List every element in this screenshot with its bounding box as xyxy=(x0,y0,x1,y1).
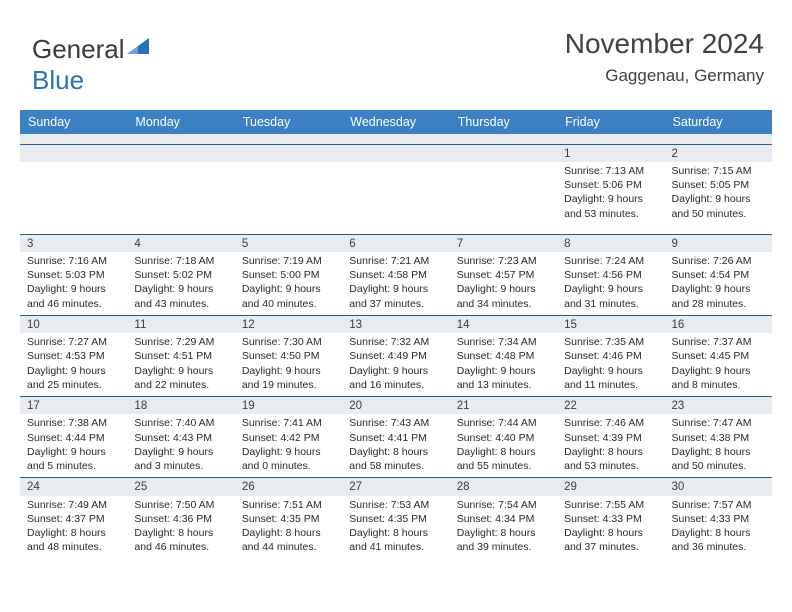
col-wednesday: Wednesday xyxy=(342,110,449,134)
day-number-cell: 13 xyxy=(342,315,449,333)
day-number-cell: 12 xyxy=(235,315,342,333)
day-detail-cell: Sunrise: 7:27 AMSunset: 4:53 PMDaylight:… xyxy=(20,333,127,396)
logo-triangle-icon xyxy=(127,30,149,61)
day-detail-cell xyxy=(450,162,557,234)
day-number-cell: 29 xyxy=(557,478,664,496)
day-number-cell: 28 xyxy=(450,478,557,496)
header-right: November 2024 Gaggenau, Germany xyxy=(565,28,764,86)
day-number-cell xyxy=(20,144,127,162)
day-number-cell: 10 xyxy=(20,315,127,333)
day-detail-cell: Sunrise: 7:34 AMSunset: 4:48 PMDaylight:… xyxy=(450,333,557,396)
day-number-row: 17181920212223 xyxy=(20,396,772,414)
day-detail-cell: Sunrise: 7:35 AMSunset: 4:46 PMDaylight:… xyxy=(557,333,664,396)
day-detail-cell: Sunrise: 7:13 AMSunset: 5:06 PMDaylight:… xyxy=(557,162,664,234)
day-detail-cell: Sunrise: 7:51 AMSunset: 4:35 PMDaylight:… xyxy=(235,496,342,559)
day-detail-cell: Sunrise: 7:53 AMSunset: 4:35 PMDaylight:… xyxy=(342,496,449,559)
day-number-row: 3456789 xyxy=(20,234,772,252)
day-detail-cell: Sunrise: 7:15 AMSunset: 5:05 PMDaylight:… xyxy=(665,162,772,234)
col-tuesday: Tuesday xyxy=(235,110,342,134)
calendar-table: Sunday Monday Tuesday Wednesday Thursday… xyxy=(20,110,772,558)
day-detail-cell: Sunrise: 7:40 AMSunset: 4:43 PMDaylight:… xyxy=(127,414,234,477)
day-detail-row: Sunrise: 7:38 AMSunset: 4:44 PMDaylight:… xyxy=(20,414,772,477)
day-detail-cell: Sunrise: 7:30 AMSunset: 4:50 PMDaylight:… xyxy=(235,333,342,396)
col-friday: Friday xyxy=(557,110,664,134)
day-number-cell: 2 xyxy=(665,144,772,162)
day-number-cell: 14 xyxy=(450,315,557,333)
day-number-cell: 25 xyxy=(127,478,234,496)
day-detail-cell: Sunrise: 7:54 AMSunset: 4:34 PMDaylight:… xyxy=(450,496,557,559)
day-number-cell: 1 xyxy=(557,144,664,162)
day-number-cell: 20 xyxy=(342,396,449,414)
day-detail-cell: Sunrise: 7:38 AMSunset: 4:44 PMDaylight:… xyxy=(20,414,127,477)
day-detail-cell: Sunrise: 7:29 AMSunset: 4:51 PMDaylight:… xyxy=(127,333,234,396)
day-number-cell: 19 xyxy=(235,396,342,414)
day-detail-cell xyxy=(342,162,449,234)
day-detail-cell: Sunrise: 7:55 AMSunset: 4:33 PMDaylight:… xyxy=(557,496,664,559)
day-number-cell: 6 xyxy=(342,234,449,252)
day-detail-cell xyxy=(235,162,342,234)
day-detail-cell: Sunrise: 7:16 AMSunset: 5:03 PMDaylight:… xyxy=(20,252,127,315)
page-title: November 2024 xyxy=(565,28,764,60)
day-number-cell: 18 xyxy=(127,396,234,414)
day-number-cell: 27 xyxy=(342,478,449,496)
day-number-cell: 26 xyxy=(235,478,342,496)
logo-text-part2: Blue xyxy=(32,65,84,95)
day-number-cell xyxy=(235,144,342,162)
day-detail-cell: Sunrise: 7:47 AMSunset: 4:38 PMDaylight:… xyxy=(665,414,772,477)
day-detail-cell: Sunrise: 7:50 AMSunset: 4:36 PMDaylight:… xyxy=(127,496,234,559)
day-detail-cell: Sunrise: 7:32 AMSunset: 4:49 PMDaylight:… xyxy=(342,333,449,396)
day-number-cell xyxy=(450,144,557,162)
day-detail-cell: Sunrise: 7:49 AMSunset: 4:37 PMDaylight:… xyxy=(20,496,127,559)
day-detail-cell: Sunrise: 7:23 AMSunset: 4:57 PMDaylight:… xyxy=(450,252,557,315)
day-number-cell: 11 xyxy=(127,315,234,333)
location-label: Gaggenau, Germany xyxy=(565,66,764,86)
day-detail-cell: Sunrise: 7:43 AMSunset: 4:41 PMDaylight:… xyxy=(342,414,449,477)
logo-text-part1: General xyxy=(32,34,125,64)
day-detail-cell: Sunrise: 7:41 AMSunset: 4:42 PMDaylight:… xyxy=(235,414,342,477)
day-number-cell: 17 xyxy=(20,396,127,414)
day-number-cell: 5 xyxy=(235,234,342,252)
day-detail-row: Sunrise: 7:16 AMSunset: 5:03 PMDaylight:… xyxy=(20,252,772,315)
day-number-cell: 15 xyxy=(557,315,664,333)
day-detail-cell: Sunrise: 7:18 AMSunset: 5:02 PMDaylight:… xyxy=(127,252,234,315)
col-saturday: Saturday xyxy=(665,110,772,134)
day-detail-row: Sunrise: 7:49 AMSunset: 4:37 PMDaylight:… xyxy=(20,496,772,559)
col-sunday: Sunday xyxy=(20,110,127,134)
day-number-cell: 16 xyxy=(665,315,772,333)
day-detail-cell: Sunrise: 7:26 AMSunset: 4:54 PMDaylight:… xyxy=(665,252,772,315)
day-number-row: 10111213141516 xyxy=(20,315,772,333)
day-number-cell: 3 xyxy=(20,234,127,252)
day-number-cell: 30 xyxy=(665,478,772,496)
day-detail-row: Sunrise: 7:13 AMSunset: 5:06 PMDaylight:… xyxy=(20,162,772,234)
day-detail-cell xyxy=(20,162,127,234)
day-detail-cell: Sunrise: 7:37 AMSunset: 4:45 PMDaylight:… xyxy=(665,333,772,396)
day-detail-cell: Sunrise: 7:44 AMSunset: 4:40 PMDaylight:… xyxy=(450,414,557,477)
col-thursday: Thursday xyxy=(450,110,557,134)
day-detail-cell: Sunrise: 7:46 AMSunset: 4:39 PMDaylight:… xyxy=(557,414,664,477)
day-detail-cell: Sunrise: 7:19 AMSunset: 5:00 PMDaylight:… xyxy=(235,252,342,315)
day-number-cell xyxy=(127,144,234,162)
day-detail-cell: Sunrise: 7:21 AMSunset: 4:58 PMDaylight:… xyxy=(342,252,449,315)
header-row: Sunday Monday Tuesday Wednesday Thursday… xyxy=(20,110,772,134)
day-number-cell: 4 xyxy=(127,234,234,252)
day-number-row: 12 xyxy=(20,144,772,162)
day-detail-cell xyxy=(127,162,234,234)
day-number-cell: 22 xyxy=(557,396,664,414)
day-number-row: 24252627282930 xyxy=(20,478,772,496)
day-number-cell: 9 xyxy=(665,234,772,252)
col-monday: Monday xyxy=(127,110,234,134)
day-number-cell: 8 xyxy=(557,234,664,252)
day-number-cell: 21 xyxy=(450,396,557,414)
day-detail-cell: Sunrise: 7:57 AMSunset: 4:33 PMDaylight:… xyxy=(665,496,772,559)
logo: General Blue xyxy=(32,30,149,96)
day-detail-row: Sunrise: 7:27 AMSunset: 4:53 PMDaylight:… xyxy=(20,333,772,396)
day-number-cell: 7 xyxy=(450,234,557,252)
day-number-cell: 24 xyxy=(20,478,127,496)
day-number-cell xyxy=(342,144,449,162)
day-number-cell: 23 xyxy=(665,396,772,414)
day-detail-cell: Sunrise: 7:24 AMSunset: 4:56 PMDaylight:… xyxy=(557,252,664,315)
